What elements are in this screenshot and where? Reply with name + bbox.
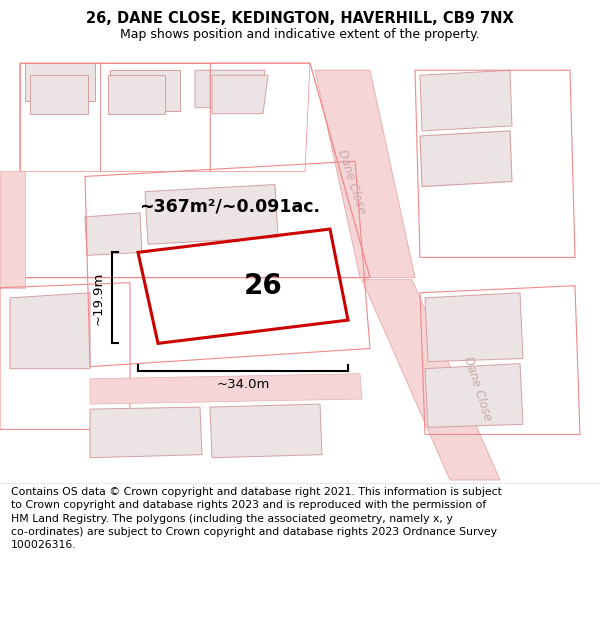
Polygon shape xyxy=(195,70,265,108)
Text: ~19.9m: ~19.9m xyxy=(91,271,104,324)
Polygon shape xyxy=(0,171,25,288)
Polygon shape xyxy=(315,70,415,278)
Polygon shape xyxy=(425,292,523,362)
Polygon shape xyxy=(420,70,512,131)
Polygon shape xyxy=(110,70,180,111)
Polygon shape xyxy=(362,279,500,480)
Text: Contains OS data © Crown copyright and database right 2021. This information is : Contains OS data © Crown copyright and d… xyxy=(11,488,502,550)
Polygon shape xyxy=(10,292,90,369)
Text: ~34.0m: ~34.0m xyxy=(217,378,269,391)
Text: 26, DANE CLOSE, KEDINGTON, HAVERHILL, CB9 7NX: 26, DANE CLOSE, KEDINGTON, HAVERHILL, CB… xyxy=(86,11,514,26)
Text: Dane Close: Dane Close xyxy=(335,148,368,216)
Polygon shape xyxy=(25,63,95,101)
Polygon shape xyxy=(420,131,512,187)
Text: Dane Close: Dane Close xyxy=(461,355,494,422)
Polygon shape xyxy=(108,75,165,114)
Polygon shape xyxy=(90,374,362,404)
Text: 26: 26 xyxy=(244,272,283,300)
Text: ~367m²/~0.091ac.: ~367m²/~0.091ac. xyxy=(139,198,320,216)
Polygon shape xyxy=(30,75,88,114)
Polygon shape xyxy=(425,364,523,428)
Polygon shape xyxy=(145,184,278,244)
Polygon shape xyxy=(85,213,142,256)
Polygon shape xyxy=(212,75,268,114)
Polygon shape xyxy=(90,407,202,458)
Text: Map shows position and indicative extent of the property.: Map shows position and indicative extent… xyxy=(120,28,480,41)
Polygon shape xyxy=(210,404,322,458)
